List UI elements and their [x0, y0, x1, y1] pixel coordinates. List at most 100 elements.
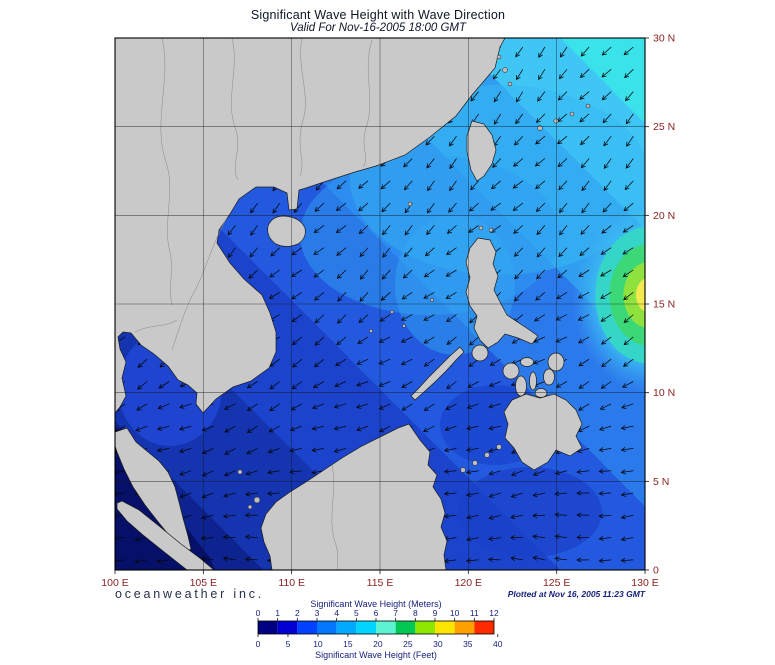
- colorbar-cell: [454, 621, 475, 634]
- feet-tick-label: 10: [313, 639, 323, 649]
- wave-direction-arrow: [488, 492, 501, 498]
- wave-direction-arrow: [510, 556, 523, 561]
- wave-direction-arrow: [620, 425, 634, 431]
- wave-direction-arrow: [620, 557, 634, 563]
- wave-direction-arrow: [359, 269, 369, 280]
- meters-tick-label: 4: [334, 608, 339, 618]
- wave-direction-arrow: [555, 314, 568, 321]
- wave-direction-arrow: [488, 403, 501, 409]
- colorbar-cell: [376, 621, 396, 634]
- wave-direction-arrow: [559, 225, 568, 236]
- wave-direction-arrow: [423, 314, 435, 321]
- wave-direction-arrow: [201, 492, 214, 499]
- lon-tick-label: 115 E: [367, 577, 394, 589]
- wave-direction-arrow: [403, 158, 413, 168]
- wave-direction-arrow: [557, 158, 568, 168]
- wave-direction-arrow: [576, 534, 590, 540]
- wave-direction-arrow: [600, 291, 612, 299]
- wave-direction-arrow: [245, 470, 258, 476]
- wave-direction-arrow: [445, 269, 457, 277]
- wave-direction-arrow: [157, 403, 170, 410]
- wave-direction-arrow: [536, 225, 546, 236]
- wave-direction-arrow: [446, 247, 457, 256]
- wave-direction-arrow: [337, 292, 347, 302]
- land-leyte: [543, 368, 555, 386]
- wave-direction-arrow: [335, 225, 347, 234]
- wave-direction-arrow: [621, 403, 634, 409]
- axis-labels: 100 E 105 E 110 E 115 E 120 E 125 E 130 E 30 N 2…: [101, 33, 675, 590]
- wave-direction-arrow: [466, 403, 479, 409]
- meters-tick-label: 10: [450, 608, 460, 618]
- meters-tick-label: 0: [256, 608, 261, 618]
- wave-direction-arrow: [357, 336, 369, 344]
- wave-direction-arrow: [466, 536, 479, 542]
- wave-direction-arrow: [313, 269, 325, 278]
- colorbar-cell: [297, 621, 317, 634]
- wave-direction-arrow: [513, 225, 524, 234]
- wave-direction-arrow: [267, 448, 280, 454]
- wave-direction-arrow: [244, 534, 258, 540]
- wave-direction-arrow: [488, 425, 501, 431]
- wave-direction-arrow: [401, 291, 413, 300]
- wave-direction-arrow: [246, 403, 258, 411]
- wave-direction-arrow: [380, 180, 391, 190]
- wave-direction-arrow: [599, 425, 612, 431]
- wave-direction-arrow: [601, 358, 612, 368]
- wave-direction-arrow: [602, 202, 612, 213]
- colorbar-cell: [395, 621, 416, 634]
- wave-direction-arrow: [448, 135, 457, 147]
- wave-direction-arrow: [554, 534, 568, 540]
- wave-direction-arrow: [201, 448, 214, 455]
- wave-direction-arrow: [223, 492, 236, 498]
- wave-direction-arrow: [466, 469, 479, 475]
- wave-direction-arrow: [313, 225, 325, 234]
- wave-direction-arrow: [510, 514, 523, 520]
- wave-direction-arrow: [311, 447, 324, 453]
- wave-direction-arrow: [580, 135, 590, 146]
- wave-direction-arrow: [246, 425, 258, 433]
- wave-direction-arrow: [179, 448, 192, 454]
- wave-direction-arrow: [603, 135, 612, 147]
- wave-direction-arrow: [491, 180, 501, 190]
- wave-direction-arrow: [624, 69, 634, 79]
- wave-direction-arrow: [289, 447, 302, 453]
- wave-direction-arrow: [404, 225, 413, 236]
- land-cebu: [529, 371, 537, 391]
- wave-direction-arrow: [602, 113, 612, 124]
- meters-tick-label: 2: [295, 608, 300, 618]
- wave-direction-arrow: [620, 447, 634, 452]
- wave-direction-arrow: [268, 291, 280, 299]
- wave-direction-arrow: [579, 247, 590, 257]
- wave-direction-arrow: [512, 180, 524, 189]
- wave-direction-arrow: [380, 292, 391, 301]
- land-panay: [502, 362, 520, 380]
- wave-direction-arrow: [598, 447, 612, 453]
- feet-tick-label: 20: [373, 639, 383, 649]
- wave-direction-arrow: [581, 202, 590, 214]
- lon-tick-label: 105 E: [190, 577, 217, 589]
- meters-tick-label: 3: [315, 608, 320, 618]
- wave-direction-arrow: [425, 135, 435, 146]
- colorbar-cell: [317, 621, 337, 634]
- wave-direction-arrow: [623, 336, 634, 346]
- wave-direction-arrow: [578, 336, 590, 344]
- wave-direction-arrow: [313, 358, 325, 368]
- wave-direction-arrow: [470, 180, 479, 191]
- graticule: [115, 38, 645, 570]
- wave-direction-arrow: [622, 269, 634, 278]
- wave-direction-arrow: [336, 336, 347, 346]
- wave-direction-arrow: [355, 403, 369, 409]
- wave-direction-arrow: [534, 314, 546, 322]
- wave-direction-arrow: [424, 247, 435, 257]
- wave-direction-arrow: [577, 314, 590, 321]
- celebes-sea-patch: [458, 467, 602, 557]
- wave-direction-arrow: [267, 469, 280, 475]
- wave-direction-arrow: [356, 358, 369, 365]
- lat-tick-label: 5 N: [653, 476, 669, 488]
- colorbar-cell: [435, 621, 455, 634]
- wave-direction-arrow: [423, 269, 435, 278]
- wave-direction-arrow: [333, 403, 347, 409]
- wave-direction-arrow: [535, 292, 546, 301]
- wave-direction-arrow: [577, 291, 590, 299]
- wave-direction-arrow: [156, 425, 170, 431]
